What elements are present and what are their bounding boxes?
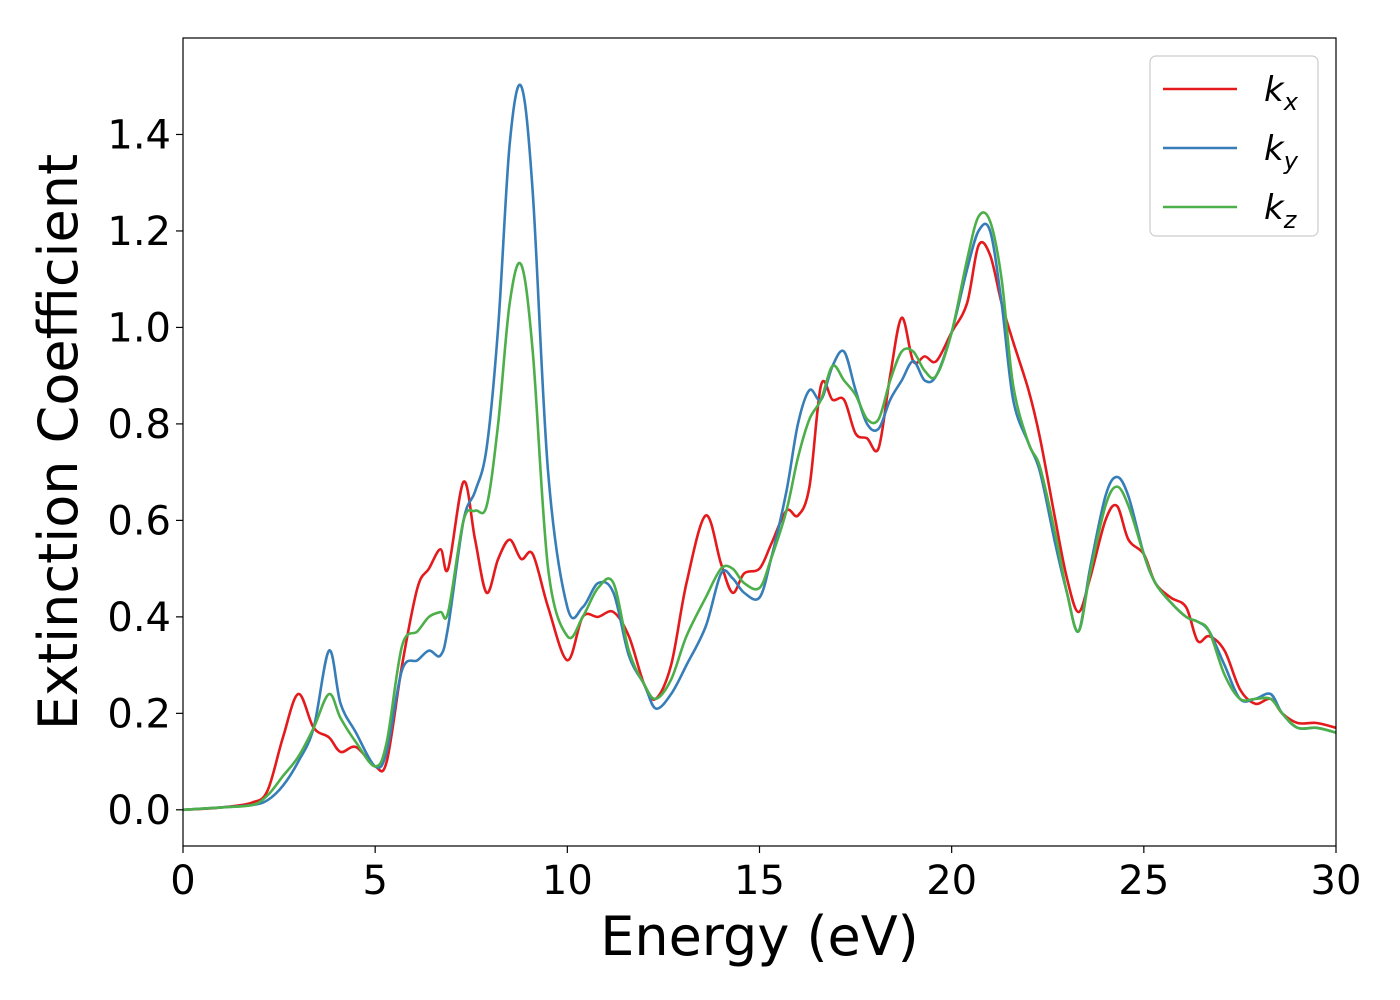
x-tick-label: 30 [1311, 858, 1362, 904]
y-tick-label: 0.4 [107, 595, 171, 641]
y-tick-label: 1.4 [107, 112, 171, 158]
x-tick-label: 5 [362, 858, 387, 904]
y-tick-label: 0.8 [107, 402, 171, 448]
x-tick-label: 20 [926, 858, 977, 904]
legend-box [1149, 55, 1319, 237]
x-tick-label: 10 [542, 858, 593, 904]
x-tick-label: 15 [734, 858, 785, 904]
y-tick-label: 1.0 [107, 305, 171, 351]
y-axis: 0.0 0.2 0.4 0.6 0.8 1.0 1.2 1.4 [107, 112, 183, 834]
series-line-kz [182, 211, 1337, 812]
y-axis-title: Extinction Coefficient [27, 154, 90, 730]
y-tick-label: 1.2 [107, 209, 171, 255]
series-line-kx [182, 240, 1337, 812]
series-line-ky [182, 83, 1337, 812]
plot-lines [182, 83, 1337, 812]
x-tick-label: 25 [1118, 858, 1169, 904]
y-tick-label: 0.2 [107, 691, 171, 737]
x-axis-title: Energy (eV) [600, 905, 919, 968]
x-axis: 0 5 10 15 20 25 30 [170, 846, 1361, 904]
y-tick-label: 0.0 [107, 788, 171, 834]
x-tick-label: 0 [170, 858, 195, 904]
y-tick-label: 0.6 [107, 498, 171, 544]
